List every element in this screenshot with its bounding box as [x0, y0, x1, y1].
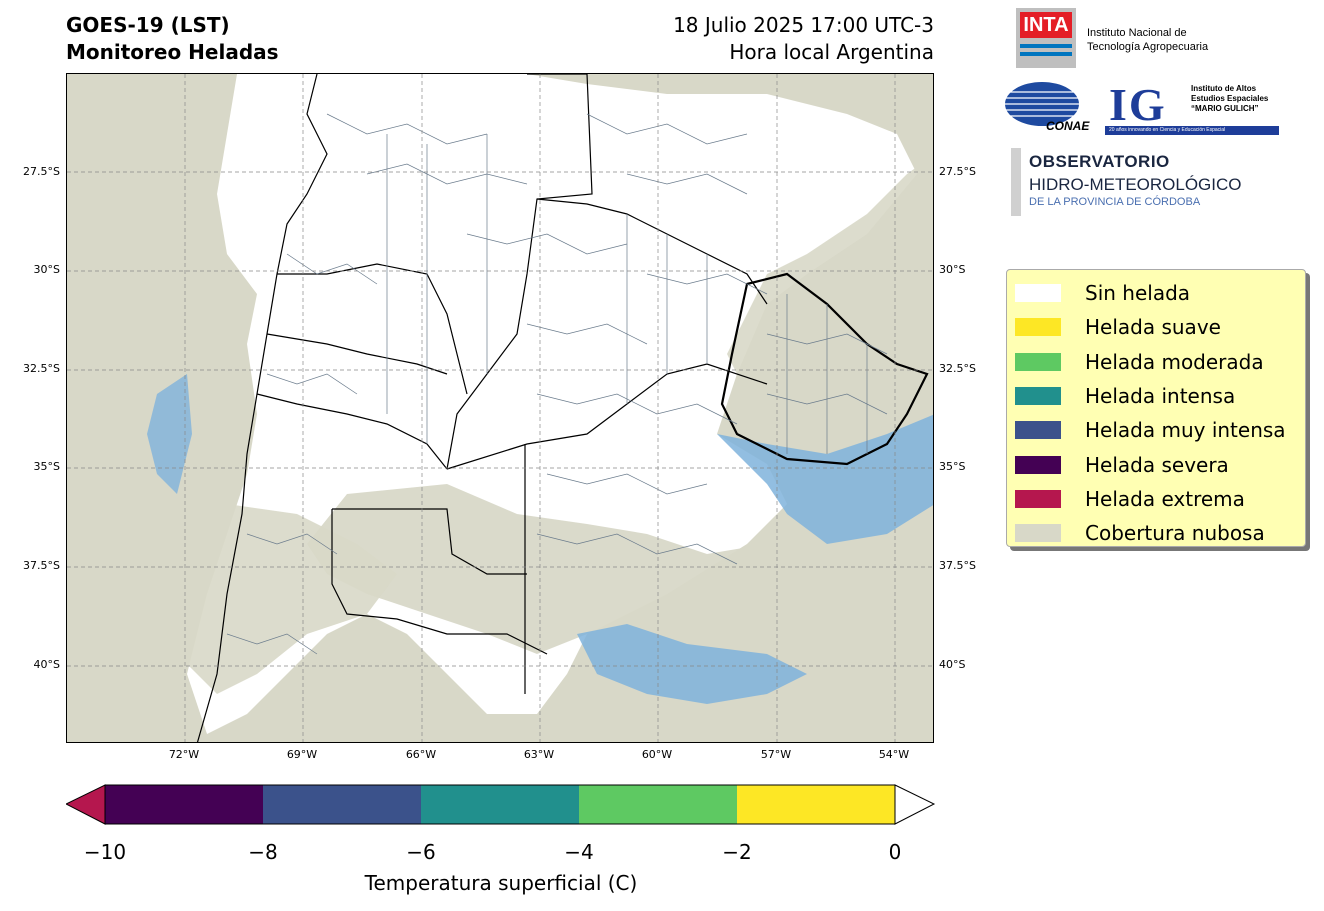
timestamp-zone: Hora local Argentina [729, 40, 934, 64]
colorbar-segment [421, 785, 579, 824]
lat-label-left: 30°S [33, 263, 60, 276]
legend-item: Helada severa [1007, 447, 1305, 481]
conae-logo: CONAE [1005, 82, 1090, 132]
colorbar-tick: −8 [248, 840, 278, 864]
legend-swatch [1015, 455, 1061, 474]
lon-label: 57°W [760, 748, 792, 761]
temperature-colorbar [66, 784, 936, 825]
colorbar-segment [263, 785, 421, 824]
colorbar-segment [105, 785, 263, 824]
lat-label-right: 32.5°S [939, 362, 976, 375]
ig-name-line: Estudios Espaciales [1191, 94, 1269, 103]
legend-item: Helada moderada [1007, 345, 1305, 379]
inta-stripe [1020, 52, 1072, 56]
colorbar-tick: −10 [83, 840, 127, 864]
ohm-province: DE LA PROVINCIA DE CÓRDOBA [1029, 196, 1201, 208]
cloud-patch-south [307, 484, 787, 654]
inta-logo: INTA [1016, 8, 1076, 68]
inta-name-line: Instituto Nacional de [1087, 27, 1187, 39]
legend-label: Helada extrema [1085, 486, 1245, 511]
ohm-title: OBSERVATORIO [1029, 152, 1170, 171]
ohm-logo-bar [1011, 148, 1021, 216]
colorbar-segment [579, 785, 737, 824]
legend-item: Cobertura nubosa [1007, 516, 1305, 550]
water-south-atlantic [577, 624, 807, 704]
legend-label: Helada severa [1085, 452, 1229, 477]
legend-swatch [1015, 524, 1061, 543]
colorbar-tick: −4 [564, 840, 594, 864]
colorbar-over-triangle [894, 784, 936, 825]
lat-label-right: 40°S [939, 658, 966, 671]
department-borders [226, 113, 888, 655]
legend-label: Helada intensa [1085, 384, 1236, 409]
legend-item: Helada extrema [1007, 482, 1305, 516]
conae-wordmark: CONAE [1046, 119, 1090, 132]
lat-label-left: 27.5°S [23, 165, 60, 178]
lon-label: 69°W [286, 748, 318, 761]
lon-label: 54°W [878, 748, 910, 761]
colorbar-label: Temperatura superficial (C) [364, 871, 638, 895]
legend-swatch [1015, 352, 1061, 371]
cloud-patch-east [727, 155, 933, 434]
frost-map[interactable] [66, 73, 934, 743]
ig-logo: IG Instituto de Altos Estudios Espaciale… [1105, 76, 1279, 136]
map-canvas [67, 74, 933, 742]
lon-label: 66°W [405, 748, 437, 761]
map-title: GOES-19 (LST) Monitoreo Heladas [66, 12, 279, 66]
inta-name: Instituto Nacional de Tecnología Agropec… [1087, 26, 1208, 54]
graticule [67, 74, 933, 742]
timestamp-date: 18 Julio 2025 17:00 UTC-3 [673, 13, 934, 37]
cloud-patch-west [157, 474, 397, 694]
lat-label-left: 32.5°S [23, 362, 60, 375]
lon-label: 60°W [641, 748, 673, 761]
legend-label: Helada moderada [1085, 349, 1264, 374]
map-timestamp: 18 Julio 2025 17:00 UTC-3 Hora local Arg… [673, 12, 934, 66]
legend-swatch [1015, 421, 1061, 440]
ig-letters: IG [1109, 79, 1167, 130]
legend-item: Sin helada [1007, 276, 1305, 310]
legend-label: Helada suave [1085, 315, 1221, 340]
legend-item: Helada suave [1007, 310, 1305, 344]
lon-label: 72°W [168, 748, 200, 761]
title-product: Monitoreo Heladas [66, 40, 279, 64]
legend-swatch [1015, 284, 1061, 303]
ig-tagline: 20 años innovando en Ciencia y Educación… [1105, 126, 1279, 135]
lat-label-left: 40°S [33, 658, 60, 671]
title-satellite: GOES-19 (LST) [66, 13, 230, 37]
ohm-subtitle: HIDRO-METEOROLÓGICO [1029, 175, 1242, 194]
uruguay-border [720, 272, 929, 466]
legend-label: Sin helada [1085, 281, 1191, 306]
legend-swatch [1015, 318, 1061, 337]
lat-label-right: 27.5°S [939, 165, 976, 178]
colorbar-tick: 0 [888, 840, 902, 864]
legend-label: Helada muy intensa [1085, 418, 1286, 443]
lat-label-right: 30°S [939, 263, 966, 276]
water-andes-west [147, 374, 192, 494]
colorbar-segment [737, 785, 895, 824]
lat-label-right: 37.5°S [939, 559, 976, 572]
legend-label: Cobertura nubosa [1085, 521, 1265, 546]
colorbar-tick: −6 [406, 840, 436, 864]
ig-name-line: “MARIO GULICH” [1191, 104, 1259, 113]
inta-wordmark: INTA [1020, 12, 1072, 38]
legend-swatch [1015, 489, 1061, 508]
legend-item: Helada intensa [1007, 379, 1305, 413]
lat-label-left: 35°S [33, 460, 60, 473]
inta-stripe [1020, 44, 1072, 48]
legend-swatch [1015, 387, 1061, 406]
ig-name-line: Instituto de Altos [1191, 84, 1257, 93]
lon-label: 63°W [523, 748, 555, 761]
colorbar-tick: −2 [722, 840, 752, 864]
ig-name: Instituto de Altos Estudios Espaciales “… [1191, 84, 1268, 114]
legend-item: Helada muy intensa [1007, 413, 1305, 447]
lat-label-left: 37.5°S [23, 559, 60, 572]
frost-legend: Sin helada Helada suave Helada moderada … [1006, 269, 1306, 547]
colorbar-under-triangle [66, 784, 106, 825]
inta-name-line: Tecnología Agropecuaria [1087, 41, 1209, 53]
lat-label-right: 35°S [939, 460, 966, 473]
